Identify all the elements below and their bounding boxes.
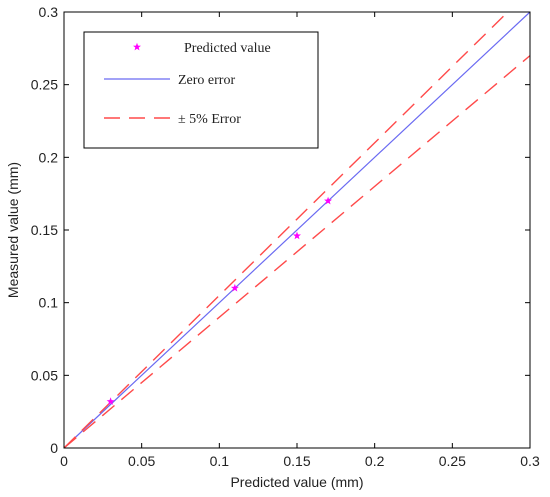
y-tick-label: 0.25: [31, 77, 58, 93]
x-tick-label: 0.1: [210, 453, 230, 469]
x-tick-label: 0.2: [365, 453, 385, 469]
x-tick-label: 0.3: [520, 453, 540, 469]
legend-box: [83, 31, 319, 149]
data-point-4: [324, 196, 333, 205]
x-tick-label: 0.25: [439, 453, 466, 469]
y-tick-label: 0.15: [31, 222, 58, 238]
series-line-zero-error: [63, 11, 531, 449]
x-axis-title: Predicted value (mm): [230, 474, 363, 490]
y-tick-label: 0.05: [31, 367, 58, 383]
y-tick-label: 0: [50, 440, 58, 456]
y-tick-label: 0.3: [39, 4, 59, 20]
x-tick-label: 0.15: [283, 453, 310, 469]
axes: 0 0.05 0.1 0.15 0.2 0.25 0.3 0 0.05 0.1 0.15 0.2 0.2…: [31, 4, 540, 469]
y-tick-label: 0.2: [39, 149, 59, 165]
series-line-5-error: [63, 11, 509, 449]
legend-label: Zero error: [178, 73, 235, 88]
y-tick-label: 0.1: [39, 295, 59, 311]
x-tick-label: 0: [60, 453, 68, 469]
legend-marker-star: [133, 42, 141, 51]
legend: Predicted value Zero error ± 5% Error: [83, 31, 319, 149]
data-point-2: [230, 283, 239, 292]
legend-label: Predicted value: [184, 41, 271, 56]
data-point-1: [106, 397, 115, 405]
data-point-3: [293, 231, 301, 240]
legend-label: ± 5% Error: [178, 112, 241, 127]
x-tick-label: 0.05: [128, 453, 155, 469]
series-line-error-bound-3: [63, 55, 531, 449]
y-axis-title: Measured value (mm): [5, 162, 21, 298]
plot-area: [63, 11, 531, 449]
